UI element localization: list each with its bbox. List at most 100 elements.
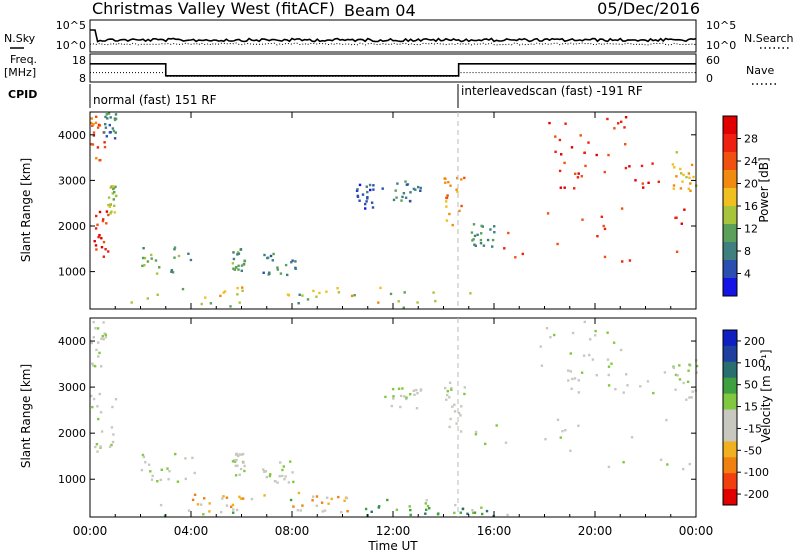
heatmap-cell <box>365 200 368 203</box>
heatmap-cell <box>602 224 605 228</box>
heatmap-cell <box>114 185 117 188</box>
heatmap-cell <box>445 205 448 208</box>
heatmap-cell <box>191 498 195 502</box>
heatmap-cell <box>489 228 492 231</box>
heatmap-cell <box>294 260 297 263</box>
heatmap-cell <box>567 379 570 382</box>
heatmap-cell <box>130 301 133 304</box>
heatmap-cell <box>463 392 466 396</box>
velocity-colorbar-label: Velocity [m s⁻¹] <box>759 349 773 442</box>
heatmap-cell <box>236 253 239 256</box>
heatmap-cell <box>389 292 393 296</box>
heatmap-cell <box>612 341 616 344</box>
nave-label: Nave <box>746 64 774 77</box>
heatmap-cell <box>231 503 235 507</box>
heatmap-cell <box>196 503 200 506</box>
heatmap-cell <box>607 365 611 368</box>
heatmap-cell <box>239 497 243 500</box>
heatmap-cell <box>151 474 154 478</box>
heatmap-cell <box>262 468 265 471</box>
heatmap-cell <box>695 371 698 374</box>
heatmap-cell <box>556 418 560 421</box>
heatmap-cell <box>321 510 324 513</box>
heatmap-cell <box>271 259 274 262</box>
heatmap-cell <box>94 227 98 230</box>
x-tick-label: 20:00 <box>578 524 613 538</box>
heatmap-cell <box>350 294 354 298</box>
heatmap-cell <box>242 461 245 464</box>
heatmap-cell <box>268 272 271 275</box>
heatmap-cell <box>610 362 613 365</box>
noise-search-trace <box>89 42 697 46</box>
heatmap-cell <box>237 454 240 458</box>
heatmap-cell <box>630 436 634 439</box>
x-tick-label: 04:00 <box>174 524 209 538</box>
heatmap-cell <box>473 511 477 514</box>
velocity-colorbar: 200 100 50 15 -15 -50 -100 -200 <box>722 329 769 506</box>
heatmap-cell <box>269 473 272 476</box>
heatmap-cell <box>91 362 94 365</box>
heatmap-cell <box>559 186 562 189</box>
heatmap-cell <box>306 298 310 301</box>
heatmap-cell <box>238 473 241 476</box>
time-axis-label: Time UT <box>367 539 418 553</box>
heatmap-cell <box>209 302 213 305</box>
heatmap-cell <box>92 364 95 367</box>
heatmap-cell <box>174 452 177 456</box>
heatmap-cell <box>100 246 104 249</box>
power-y-axis: 4000 3000 2000 1000 <box>58 129 696 279</box>
date-label: 05/Dec/2016 <box>597 0 700 18</box>
heatmap-cell <box>110 443 113 447</box>
heatmap-cell <box>554 135 557 138</box>
heatmap-cell <box>676 374 679 377</box>
heatmap-cell <box>289 498 293 502</box>
colorbar-swatch <box>723 377 737 395</box>
heatmap-cell <box>235 508 239 512</box>
heatmap-cell <box>561 430 564 433</box>
heatmap-cell <box>448 212 451 216</box>
heatmap-cell <box>107 250 110 253</box>
heatmap-cell <box>113 137 117 140</box>
heatmap-cell <box>99 445 102 448</box>
heatmap-cell <box>481 512 484 516</box>
heatmap-cell <box>675 151 678 154</box>
heatmap-cell <box>570 146 574 149</box>
heatmap-cell <box>98 159 101 162</box>
heatmap-cell <box>237 268 240 271</box>
heatmap-cell <box>472 511 475 515</box>
heatmap-cell <box>111 127 115 130</box>
heatmap-cell <box>370 201 374 204</box>
heatmap-cell <box>236 293 239 296</box>
heatmap-cell <box>564 122 567 125</box>
heatmap-cell <box>286 273 289 277</box>
power-colorbar: 28 24 20 16 12 8 4 <box>722 115 758 297</box>
heatmap-cell <box>163 514 167 517</box>
heatmap-cell <box>506 513 509 517</box>
heatmap-cell <box>379 286 382 290</box>
heatmap-cell <box>173 246 177 249</box>
heatmap-cell <box>160 468 163 471</box>
heatmap-cell <box>687 187 690 190</box>
heatmap-cell <box>571 377 574 381</box>
heatmap-cell <box>428 507 431 510</box>
heatmap-cell <box>105 222 108 225</box>
heatmap-cell <box>577 424 580 427</box>
heatmap-cell <box>111 185 114 188</box>
heatmap-cell <box>234 474 238 477</box>
heatmap-cell <box>657 180 660 183</box>
heatmap-cell <box>577 172 580 175</box>
colorbar-tick-label: -200 <box>744 488 769 501</box>
nave-tick-top: 60 <box>706 54 720 67</box>
heatmap-cell <box>330 497 333 501</box>
heatmap-cell <box>594 329 597 333</box>
heatmap-cell <box>614 388 617 391</box>
heatmap-cell <box>232 508 235 511</box>
heatmap-cell <box>323 509 327 512</box>
colorbar-tick-label: -100 <box>744 466 769 479</box>
colorbar-swatch <box>723 188 737 207</box>
heatmap-cell <box>184 457 187 460</box>
heatmap-cell <box>299 509 302 512</box>
heatmap-cell <box>171 271 175 274</box>
nave-tick-bottom: 0 <box>706 72 713 85</box>
heatmap-cell <box>409 393 412 396</box>
